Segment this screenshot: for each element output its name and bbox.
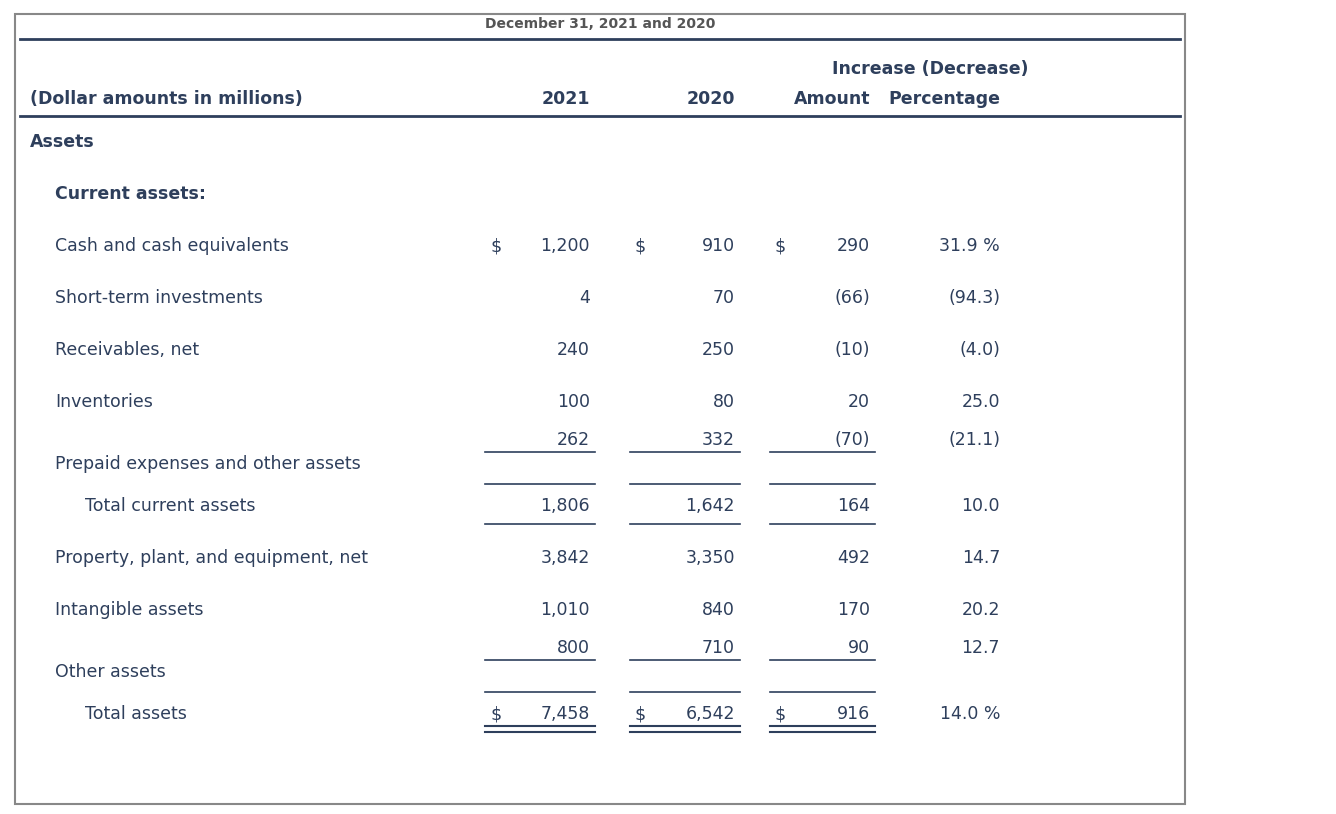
- Text: 250: 250: [701, 341, 735, 359]
- Text: $: $: [775, 705, 787, 723]
- Text: 90: 90: [848, 639, 870, 657]
- Text: 31.9 %: 31.9 %: [939, 237, 1001, 255]
- Text: 10.0: 10.0: [962, 497, 1001, 515]
- Text: 20.2: 20.2: [962, 601, 1001, 619]
- Text: 6,542: 6,542: [685, 705, 735, 723]
- Text: 25.0: 25.0: [962, 393, 1001, 411]
- Text: 4: 4: [578, 289, 591, 307]
- Text: (4.0): (4.0): [959, 341, 1001, 359]
- Text: 1,642: 1,642: [685, 497, 735, 515]
- Text: 70: 70: [713, 289, 735, 307]
- Text: 100: 100: [557, 393, 591, 411]
- Text: 12.7: 12.7: [962, 639, 1001, 657]
- Text: 1,200: 1,200: [541, 237, 591, 255]
- Text: 262: 262: [557, 431, 591, 449]
- Text: Other assets: Other assets: [55, 663, 166, 681]
- Text: Property, plant, and equipment, net: Property, plant, and equipment, net: [55, 549, 367, 567]
- Text: 14.7: 14.7: [962, 549, 1001, 567]
- Text: Increase (Decrease): Increase (Decrease): [832, 60, 1029, 78]
- Text: 170: 170: [836, 601, 870, 619]
- Text: 910: 910: [701, 237, 735, 255]
- Text: 332: 332: [701, 431, 735, 449]
- Text: 710: 710: [701, 639, 735, 657]
- Text: 1,806: 1,806: [540, 497, 591, 515]
- Text: $: $: [775, 237, 787, 255]
- Text: 164: 164: [836, 497, 870, 515]
- Text: 20: 20: [848, 393, 870, 411]
- Text: 492: 492: [836, 549, 870, 567]
- Text: 2020: 2020: [687, 90, 735, 108]
- Text: Short-term investments: Short-term investments: [55, 289, 263, 307]
- Text: Receivables, net: Receivables, net: [55, 341, 199, 359]
- Text: (Dollar amounts in millions): (Dollar amounts in millions): [29, 90, 303, 108]
- Text: $: $: [490, 705, 501, 723]
- Text: (70): (70): [835, 431, 870, 449]
- Text: $: $: [635, 705, 647, 723]
- Text: 80: 80: [713, 393, 735, 411]
- Text: Amount: Amount: [794, 90, 870, 108]
- Text: (66): (66): [834, 289, 870, 307]
- FancyBboxPatch shape: [15, 14, 1185, 804]
- Text: (21.1): (21.1): [949, 431, 1001, 449]
- Text: $: $: [490, 237, 501, 255]
- Text: $: $: [635, 237, 647, 255]
- Text: 3,350: 3,350: [685, 549, 735, 567]
- Text: Prepaid expenses and other assets: Prepaid expenses and other assets: [55, 455, 361, 473]
- Text: 800: 800: [557, 639, 591, 657]
- Text: Current assets:: Current assets:: [55, 185, 206, 203]
- Text: 916: 916: [836, 705, 870, 723]
- Text: (94.3): (94.3): [949, 289, 1001, 307]
- Text: 3,842: 3,842: [541, 549, 591, 567]
- Text: 240: 240: [557, 341, 591, 359]
- Text: 2021: 2021: [541, 90, 591, 108]
- Text: (10): (10): [835, 341, 870, 359]
- Text: Total assets: Total assets: [86, 705, 187, 723]
- Text: 840: 840: [703, 601, 735, 619]
- Text: Cash and cash equivalents: Cash and cash equivalents: [55, 237, 289, 255]
- Text: Inventories: Inventories: [55, 393, 152, 411]
- Text: Intangible assets: Intangible assets: [55, 601, 203, 619]
- Text: Total current assets: Total current assets: [86, 497, 255, 515]
- Text: 14.0 %: 14.0 %: [939, 705, 1001, 723]
- Text: 1,010: 1,010: [541, 601, 591, 619]
- Text: 7,458: 7,458: [541, 705, 591, 723]
- Text: 290: 290: [836, 237, 870, 255]
- Text: Assets: Assets: [29, 133, 95, 151]
- Text: Percentage: Percentage: [888, 90, 1001, 108]
- Text: December 31, 2021 and 2020: December 31, 2021 and 2020: [485, 17, 715, 31]
